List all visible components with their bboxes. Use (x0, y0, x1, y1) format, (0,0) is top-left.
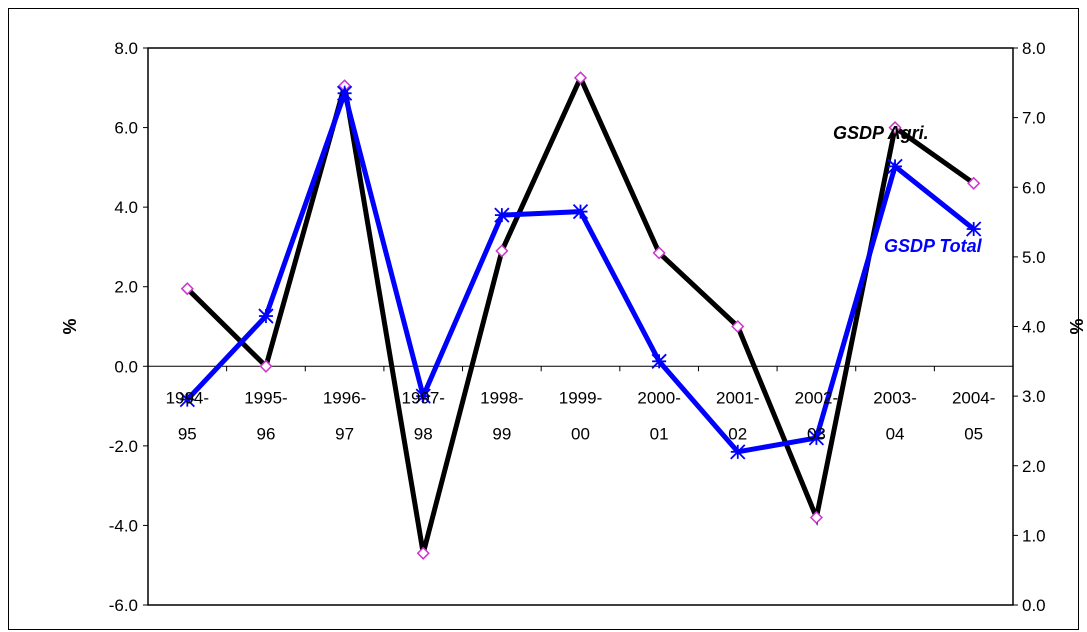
asterisk-stroke (258, 308, 274, 324)
asterisk-stroke (179, 391, 195, 408)
x-tick-label: 04 (886, 424, 905, 443)
x-tick-label: 02 (728, 424, 747, 443)
series-label-agri: GSDP Agri. (833, 123, 929, 143)
series (179, 71, 982, 560)
asterisk-stroke (966, 221, 982, 237)
asterisk-stroke (887, 158, 903, 174)
x-tick-label: 1997- (401, 388, 444, 407)
data-point (259, 359, 273, 373)
data-point (495, 244, 509, 258)
y2-tick-label: 6.0 (1022, 178, 1046, 197)
y2-tick-label: 5.0 (1022, 248, 1046, 267)
x-tick-label: 1998- (480, 388, 523, 407)
x-tick-label: 1999- (559, 388, 602, 407)
y2-tick-label: 1.0 (1022, 526, 1046, 545)
data-point (652, 246, 666, 260)
y-tick-label: 6.0 (114, 119, 138, 138)
data-point (888, 121, 902, 135)
x-tick-label: 00 (571, 424, 590, 443)
y-tick-label: -4.0 (109, 516, 138, 535)
data-point (336, 85, 353, 101)
x-tick-label: 99 (492, 424, 511, 443)
y2-tick-label: 2.0 (1022, 457, 1046, 476)
y-tick-label: 0.0 (114, 357, 138, 376)
y2-tick-label: 4.0 (1022, 318, 1046, 337)
x-tick-label: 2002- (795, 388, 838, 407)
data-point (416, 546, 430, 560)
data-point (651, 353, 667, 369)
y-axis-title: % (60, 318, 80, 334)
x-tick-label: 96 (256, 424, 275, 443)
data-point (966, 221, 982, 237)
data-point (179, 391, 195, 408)
asterisk-stroke (651, 353, 667, 369)
x-tick-label: 05 (964, 424, 983, 443)
x-tick-label: 03 (807, 424, 826, 443)
x-tick-label: 1996- (323, 388, 366, 407)
x-tick-label: 2004- (952, 388, 995, 407)
asterisk-stroke (730, 444, 746, 460)
data-point (809, 510, 823, 525)
data-point (730, 444, 746, 460)
x-tick-label: 1994- (166, 388, 209, 407)
y-tick-label: -6.0 (109, 596, 138, 615)
x-tick-label: 2003- (873, 388, 916, 407)
x-tick-label: 98 (414, 424, 433, 443)
y-tick-label: 2.0 (114, 278, 138, 297)
x-tick-label: 01 (650, 424, 669, 443)
data-point (180, 282, 194, 296)
x-tick-label: 97 (335, 424, 354, 443)
asterisk-stroke (415, 388, 431, 404)
data-point (573, 71, 588, 85)
data-point (415, 388, 431, 404)
data-point (494, 207, 510, 223)
plot-area (147, 47, 1014, 606)
axes (143, 47, 1018, 606)
data-point (258, 308, 274, 324)
y2-tick-label: 3.0 (1022, 387, 1046, 406)
data-point (808, 430, 825, 446)
x-tick-label: 2000- (637, 388, 680, 407)
y2-axis-title: % (1067, 318, 1087, 334)
y2-tick-label: 0.0 (1022, 596, 1046, 615)
asterisk-stroke (336, 85, 353, 101)
asterisk-stroke (808, 430, 825, 446)
x-tick-label: 1995- (244, 388, 287, 407)
y-tick-label: 4.0 (114, 198, 138, 217)
data-point (887, 158, 903, 174)
asterisk-stroke (572, 203, 589, 220)
y2-tick-label: 8.0 (1022, 39, 1046, 58)
data-point (731, 319, 745, 334)
series-label-total: GSDP Total (884, 236, 983, 256)
x-tick-label: 2001- (716, 388, 759, 407)
asterisk-stroke (494, 207, 510, 223)
x-tick-label: 95 (178, 424, 197, 443)
data-point (967, 176, 981, 190)
y-tick-label: 8.0 (114, 39, 138, 58)
data-point (572, 203, 589, 220)
labels: 8.0 6.0 4.0 2.0 0.0 -2.0 -4.0 -6.0 8.0 7.0 6.0 5.0 4… (60, 39, 1087, 615)
y-tick-label: -2.0 (109, 437, 138, 456)
y2-tick-label: 7.0 (1022, 109, 1046, 128)
